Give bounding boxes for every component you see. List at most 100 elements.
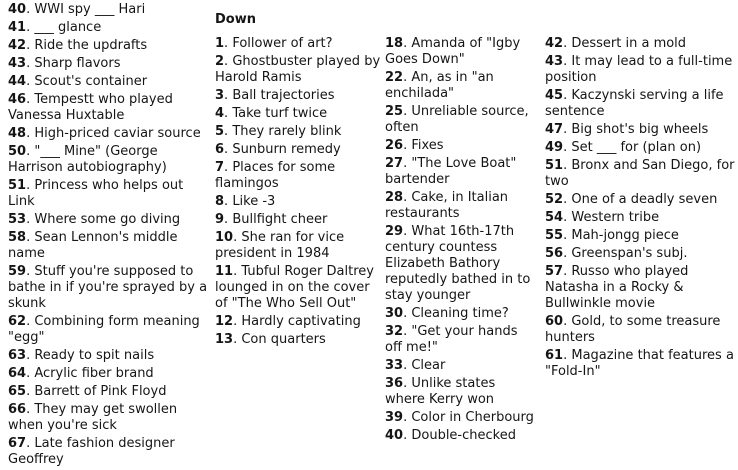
clue-item: 53. Where some go diving — [8, 212, 208, 228]
clue-item: 47. Big shot's big wheels — [545, 122, 735, 138]
clue-separator: . — [563, 88, 572, 103]
clue-number: 32 — [385, 324, 404, 339]
clue-separator: . — [403, 306, 412, 321]
clue-item: 49. Set ___ for (plan on) — [545, 140, 735, 156]
clue-separator: . — [26, 92, 35, 107]
clue-item: 66. They may get swollen when you're sic… — [8, 402, 208, 434]
clue-number: 49 — [545, 140, 564, 155]
clue-item: 9. Bullfight cheer — [215, 212, 381, 228]
clue-number: 39 — [385, 410, 404, 425]
clue-text: Sunburn remedy — [232, 142, 341, 157]
clue-separator: . — [26, 264, 35, 279]
clue-item: 48. High-priced caviar source — [8, 126, 208, 142]
clue-item: 42. Ride the updrafts — [8, 38, 208, 54]
clue-text: Cleaning time? — [411, 306, 509, 321]
clue-text: Double-checked — [411, 428, 516, 443]
clue-item: 39. Color in Cherbourg — [385, 410, 538, 426]
clue-separator: . — [563, 348, 572, 363]
clue-text: Ready to spit nails — [34, 348, 155, 363]
clue-number: 10 — [215, 230, 234, 245]
clue-separator: . — [563, 122, 572, 137]
clue-number: 40 — [8, 2, 27, 17]
clue-item: 12. Hardly captivating — [215, 314, 381, 330]
clue-number: 48 — [8, 126, 27, 141]
clue-separator: . — [26, 144, 35, 159]
clue-item: 46. Tempestt who played Vanessa Huxtable — [8, 92, 208, 124]
clue-item: 43. It may lead to a full-time position — [545, 54, 735, 86]
clue-number: 29 — [385, 224, 404, 239]
clue-number: 50 — [8, 144, 27, 159]
clue-separator: . — [26, 38, 35, 53]
clue-separator: . — [233, 264, 242, 279]
clue-separator: . — [233, 230, 242, 245]
clue-text: Gold, to some treasure hunters — [545, 314, 721, 345]
clue-text: ___ glance — [34, 20, 102, 35]
down-clues-column-2: 18. Amanda of "Igby Goes Down" 22. An, as… — [385, 0, 538, 446]
clue-separator: . — [26, 230, 35, 245]
clue-item: 50. "___ Mine" (George Harrison autobiog… — [8, 144, 208, 176]
clue-item: 55. Mah-jongg piece — [545, 228, 735, 244]
clue-text: She ran for vice president in 1984 — [215, 230, 345, 261]
down-clues-list-1: 1. Follower of art? 2. Ghostbuster played… — [215, 36, 381, 348]
clue-separator: . — [563, 228, 572, 243]
clue-item: 57. Russo who played Natasha in a Rocky … — [545, 264, 735, 312]
clue-separator: . — [26, 384, 35, 399]
clue-separator: . — [224, 160, 233, 175]
clue-number: 33 — [385, 358, 404, 373]
clue-separator: . — [26, 366, 35, 381]
clue-separator: . — [26, 56, 35, 71]
clue-item: 18. Amanda of "Igby Goes Down" — [385, 36, 538, 68]
clue-separator: . — [224, 212, 233, 227]
clue-item: 3. Ball trajectories — [215, 88, 381, 104]
clue-number: 27 — [385, 156, 404, 171]
clue-item: 22. An, as in "an enchilada" — [385, 70, 538, 102]
clue-text: Magazine that features a "Fold-In" — [545, 348, 734, 379]
clue-number: 3 — [215, 88, 225, 103]
down-clues-column-3: 42. Dessert in a mold 43. It may lead to … — [545, 0, 735, 382]
clue-item: 4. Take turf twice — [215, 106, 381, 122]
clue-item: 1. Follower of art? — [215, 36, 381, 52]
clue-separator: . — [26, 314, 35, 329]
clue-text: Fixes — [411, 138, 444, 153]
clue-separator: . — [233, 332, 242, 347]
clue-number: 42 — [8, 38, 27, 53]
clue-number: 47 — [545, 122, 564, 137]
clue-number: 63 — [8, 348, 27, 363]
clue-text: Dessert in a mold — [571, 36, 687, 51]
clue-text: Barrett of Pink Floyd — [34, 384, 167, 399]
clue-item: 25. Unreliable source, often — [385, 104, 538, 136]
clue-item: 11. Tubful Roger Daltrey lounged in on t… — [215, 264, 381, 312]
clue-separator: . — [403, 190, 412, 205]
clue-item: 6. Sunburn remedy — [215, 142, 381, 158]
clue-separator: . — [563, 158, 572, 173]
clue-text: Where some go diving — [34, 212, 181, 227]
clue-item: 27. "The Love Boat" bartender — [385, 156, 538, 188]
clue-item: 43. Sharp flavors — [8, 56, 208, 72]
clue-text: Sharp flavors — [34, 56, 121, 71]
clue-separator: . — [403, 358, 412, 373]
across-clues-column: 40. WWI spy ___ Hari 41. ___ glance 42. Ri… — [8, 0, 208, 470]
clue-item: 13. Con quarters — [215, 332, 381, 348]
clue-separator: . — [403, 70, 412, 85]
clue-text: It may lead to a full-time position — [545, 54, 733, 85]
clue-item: 26. Fixes — [385, 138, 538, 154]
clue-item: 45. Kaczynski serving a life sentence — [545, 88, 735, 120]
clue-number: 18 — [385, 36, 404, 51]
clue-separator: . — [224, 142, 233, 157]
clue-text: Sean Lennon's middle name — [8, 230, 178, 261]
clue-item: 58. Sean Lennon's middle name — [8, 230, 208, 262]
clue-number: 55 — [545, 228, 564, 243]
clue-number: 30 — [385, 306, 404, 321]
clue-separator: . — [403, 156, 412, 171]
clue-number: 12 — [215, 314, 234, 329]
clue-text: Scout's container — [34, 74, 148, 89]
clue-separator: . — [233, 314, 242, 329]
clue-text: High-priced caviar source — [34, 126, 201, 141]
clue-number: 66 — [8, 402, 27, 417]
clue-item: 52. One of a deadly seven — [545, 192, 735, 208]
clue-text: Combining form meaning "egg" — [8, 314, 200, 345]
clue-item: 28. Cake, in Italian restaurants — [385, 190, 538, 222]
clue-separator: . — [403, 138, 412, 153]
clue-item: 65. Barrett of Pink Floyd — [8, 384, 208, 400]
clue-text: Ride the updrafts — [34, 38, 148, 53]
